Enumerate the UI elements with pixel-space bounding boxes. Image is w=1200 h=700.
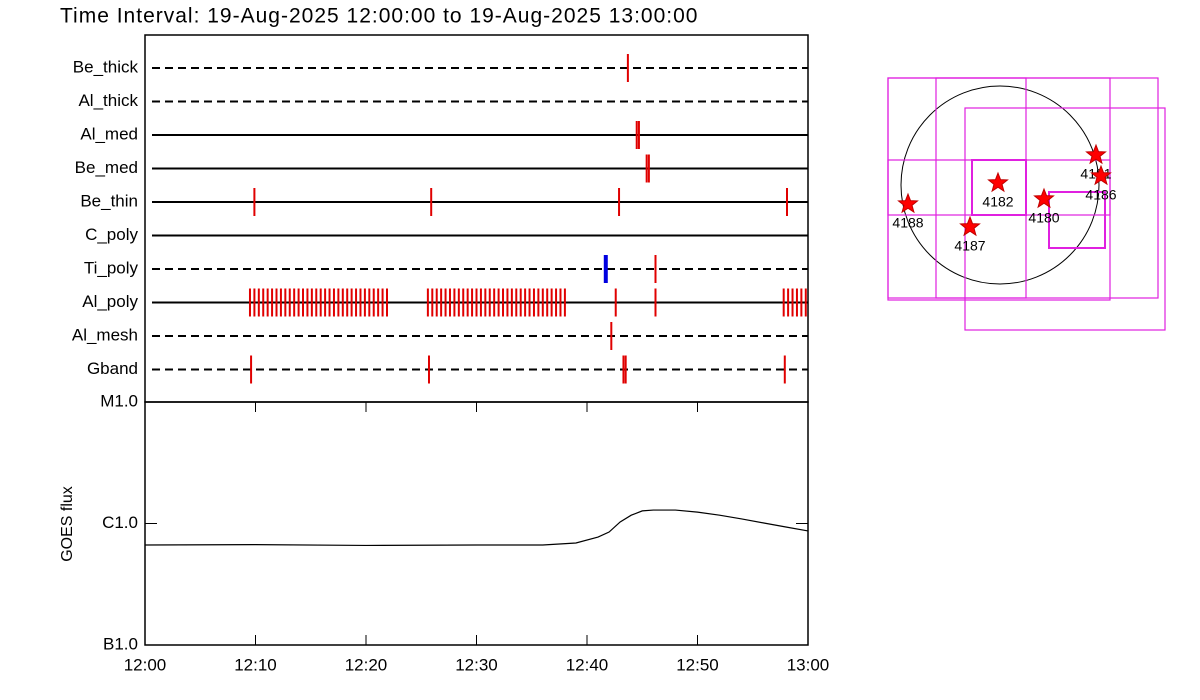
fov-box [971,159,1027,216]
solar-disk [900,85,1100,285]
region-star [1090,164,1112,186]
fov-box [1048,191,1106,249]
row-label: Al_med [80,124,138,143]
sun-map [887,77,1166,331]
row-label: Al_poly [82,292,138,311]
x-tick-label: 12:50 [676,655,719,674]
region-label: 4186 [1085,187,1116,203]
region-label: 4188 [892,215,923,231]
region-label: 4187 [954,238,985,254]
x-tick-label: 12:20 [345,655,388,674]
fov-box [887,77,1111,301]
region-star [1085,143,1107,165]
y-axis-label: GOES flux [59,486,76,562]
y-tick-label: B1.0 [103,634,138,653]
row-label: C_poly [85,225,138,244]
fov-box [935,77,1027,299]
x-tick-label: 12:00 [124,655,167,674]
row-label: Al_mesh [72,325,138,344]
region-label: 4180 [1028,210,1059,226]
chart-title: Time Interval: 19-Aug-2025 12:00:00 to 1… [60,5,698,28]
fov-box [887,77,1159,299]
timeline-frame [144,34,809,403]
row-label: Gband [87,359,138,378]
row-label: Be_thick [73,57,139,76]
row-label: Be_med [75,158,138,177]
fov-box [964,107,1166,331]
y-tick-label: M1.0 [100,391,138,410]
x-tick-label: 12:40 [566,655,609,674]
x-tick-label: 13:00 [787,655,830,674]
goes-curve [144,509,809,547]
region-label: 4182 [982,194,1013,210]
region-star [1033,187,1055,209]
region-star [987,171,1009,193]
row-label: Be_thin [80,191,138,210]
y-tick-label: C1.0 [102,513,138,532]
goes-frame [144,401,809,646]
row-label: Ti_poly [84,258,139,277]
region-star [959,215,981,237]
region-star [897,192,919,214]
x-tick-label: 12:30 [455,655,498,674]
x-tick-label: 12:10 [234,655,277,674]
row-label: Al_thick [78,91,138,110]
